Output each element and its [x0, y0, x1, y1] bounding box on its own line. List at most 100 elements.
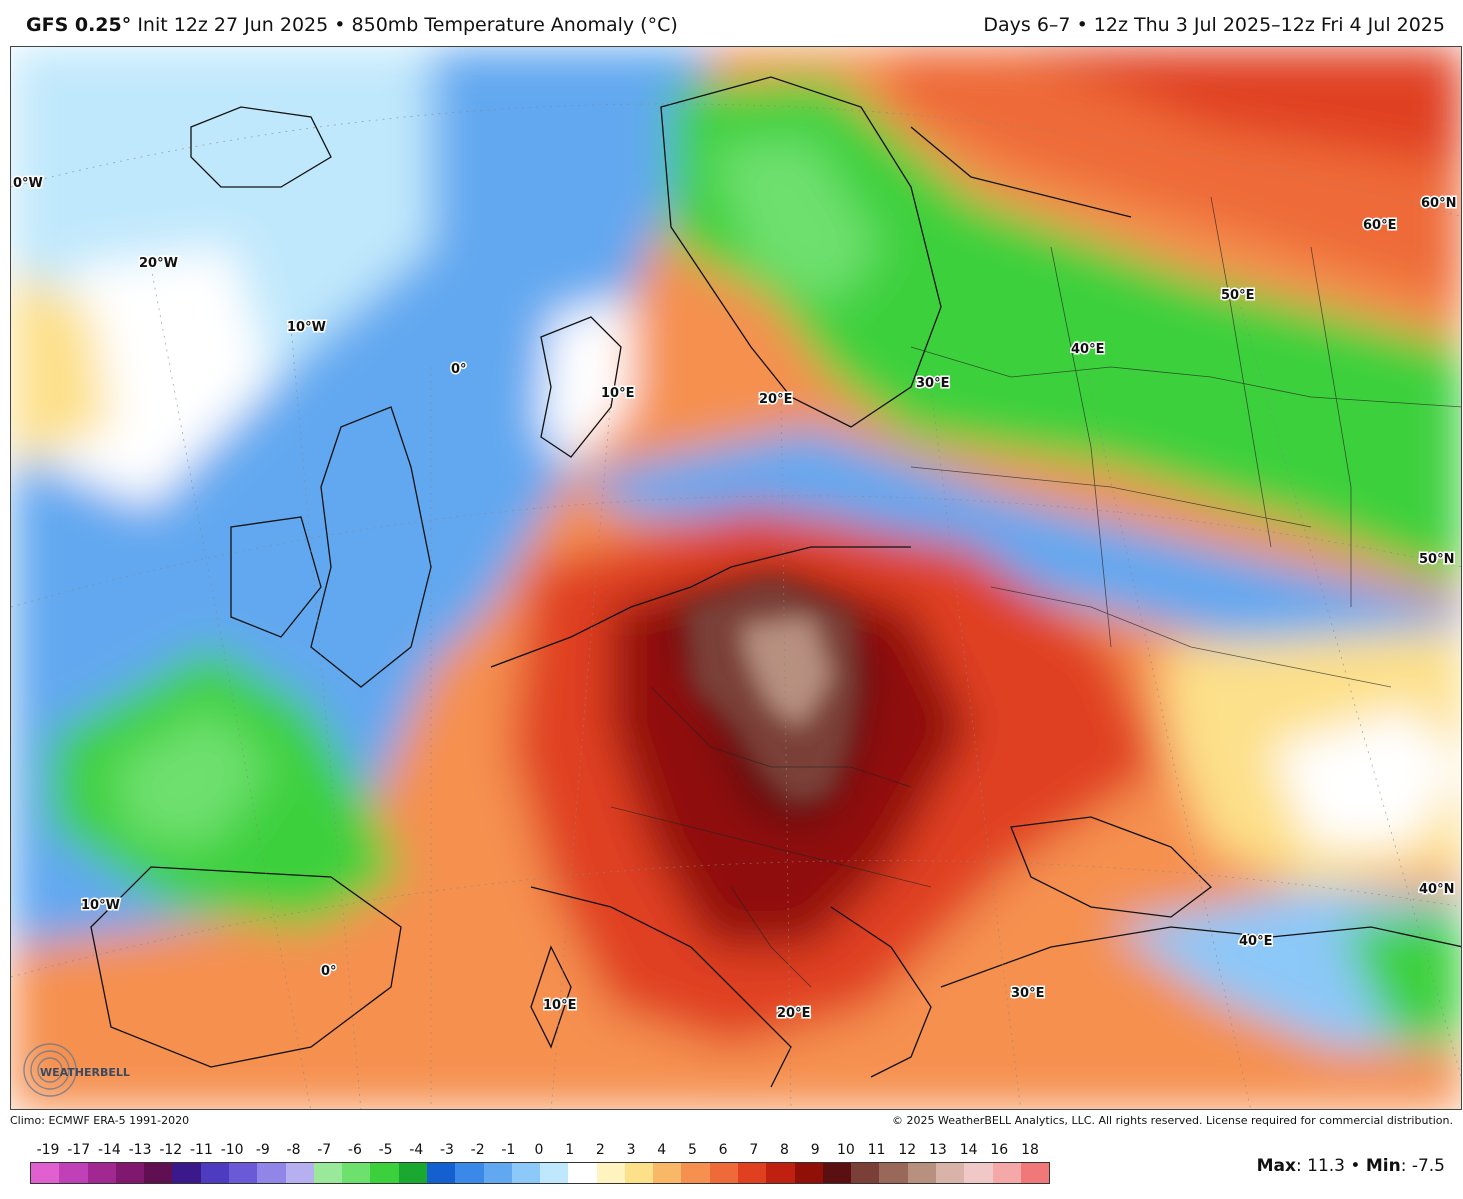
scale-tick-label: -6 — [347, 1142, 362, 1158]
max-value: 11.3 — [1307, 1156, 1345, 1176]
scale-tick-label: 5 — [687, 1142, 697, 1158]
color-bar-segment — [200, 1163, 229, 1183]
color-bar-segment — [87, 1163, 116, 1183]
color-bar-segment — [313, 1163, 343, 1183]
color-bar-segment — [257, 1163, 286, 1183]
climo-credit: Climo: ECMWF ERA-5 1991-2020 — [10, 1114, 190, 1127]
lon-label: 60°E — [1363, 218, 1396, 233]
scale-tick-label: -1 — [501, 1142, 516, 1158]
color-bar-segment — [115, 1163, 145, 1183]
color-bar-segment — [540, 1163, 569, 1183]
scale-tick-label: 18 — [1021, 1142, 1039, 1158]
borders — [610, 196, 1461, 988]
color-bar-segment — [342, 1163, 371, 1183]
lon-label: 20°E — [777, 1006, 810, 1021]
lon-label: 0° — [451, 362, 467, 377]
scale-tick-label: 14 — [959, 1142, 978, 1158]
scale-tick-label: -17 — [67, 1142, 91, 1158]
color-bar-segment — [568, 1163, 597, 1183]
color-bar-segment — [766, 1163, 795, 1183]
coastlines — [90, 76, 1461, 1088]
color-bar-segment — [228, 1163, 258, 1183]
scale-tick-label: 9 — [810, 1142, 820, 1158]
color-bar-segment — [936, 1163, 965, 1183]
lon-label: 0°W — [13, 176, 43, 191]
lon-label: 50°E — [1221, 288, 1254, 303]
scale-tick-label: -2 — [470, 1142, 485, 1158]
min-label: Min — [1365, 1156, 1401, 1176]
init-time: Init 12z 27 Jun 2025 — [137, 14, 329, 36]
lon-label: 20°E — [759, 392, 792, 407]
stats-separator: • — [1350, 1156, 1361, 1176]
color-bar-segment — [144, 1163, 173, 1183]
color-bar-segment — [822, 1163, 852, 1183]
lon-label: 0° — [321, 964, 337, 979]
scale-tick-label: -5 — [378, 1142, 393, 1158]
color-bar-segment — [1020, 1163, 1050, 1183]
color-bar-segment — [59, 1163, 88, 1183]
color-bar-segment — [879, 1163, 908, 1183]
color-bar-segment — [907, 1163, 936, 1183]
map-canvas: 0°W 20°W 10°W 0° 10°E 20°E 30°E 40°E 50°… — [11, 47, 1461, 1109]
map-header: GFS 0.25° Init 12z 27 Jun 2025 • 850mb T… — [0, 0, 1463, 46]
scale-tick-label: -10 — [220, 1142, 244, 1158]
scale-tick-label: -19 — [36, 1142, 60, 1158]
lon-label: 10°W — [287, 320, 326, 335]
color-scale: -19 -17 -14 -13 -12 -11 -10 -9 -8 -7 -6 -5 -4 -3 -2 -1 0… — [30, 1142, 1050, 1192]
header-left: GFS 0.25° Init 12z 27 Jun 2025 • 850mb T… — [26, 14, 678, 36]
scale-tick-label: -4 — [409, 1142, 424, 1158]
header-separator: • — [334, 14, 346, 36]
scale-tick-label: 1 — [565, 1142, 575, 1158]
product-name: 850mb Temperature Anomaly (°C) — [351, 14, 678, 36]
lon-label: 10°E — [543, 998, 576, 1013]
color-bar-segment — [596, 1163, 625, 1183]
color-bar-segment — [398, 1163, 427, 1183]
color-bar-segment — [964, 1163, 993, 1183]
scale-tick-label: -8 — [286, 1142, 301, 1158]
anomaly-field — [11, 47, 1461, 1109]
color-bar-segment — [285, 1163, 314, 1183]
lat-label: 50°N — [1419, 552, 1454, 567]
weatherbell-logo: WEATHERBELL — [23, 1043, 130, 1097]
color-bar-segment — [681, 1163, 710, 1183]
scale-tick-label: 6 — [718, 1142, 728, 1158]
anomaly-peak — [683, 577, 861, 807]
valid-period: Days 6–7 • 12z Thu 3 Jul 2025–12z Fri 4 … — [983, 14, 1445, 36]
color-bar — [30, 1162, 1050, 1184]
lat-label: 60°N — [1421, 196, 1456, 211]
scale-tick-label: -11 — [190, 1142, 213, 1158]
lon-label: 40°E — [1239, 934, 1272, 949]
scale-tick-label: 3 — [626, 1142, 636, 1158]
scale-tick-label: 13 — [929, 1142, 947, 1158]
scale-tick-label: -3 — [439, 1142, 454, 1158]
lon-label: 30°E — [916, 376, 949, 391]
scale-tick-label: 0 — [534, 1142, 544, 1158]
min-value: -7.5 — [1411, 1156, 1445, 1176]
color-bar-segment — [172, 1163, 201, 1183]
color-bar-segment — [624, 1163, 654, 1183]
logo-text: WEATHERBELL — [40, 1066, 130, 1079]
scale-tick-label: 10 — [836, 1142, 855, 1158]
lon-label: 40°E — [1071, 342, 1104, 357]
color-bar-segment — [455, 1163, 484, 1183]
color-bar-segment — [794, 1163, 823, 1183]
grid-labels: 0°W 20°W 10°W 0° 10°E 20°E 30°E 40°E 50°… — [12, 175, 1458, 1023]
color-bar-segment — [738, 1163, 767, 1183]
scale-tick-label: -13 — [128, 1142, 152, 1158]
color-bar-segment — [370, 1163, 399, 1183]
scale-tick-label: -14 — [97, 1142, 121, 1158]
scale-tick-label: -12 — [159, 1142, 183, 1158]
lat-label: 40°N — [1419, 882, 1454, 897]
scale-tick-label: 2 — [595, 1142, 605, 1158]
lon-label: 10°E — [601, 386, 634, 401]
color-bar-segment — [483, 1163, 512, 1183]
copyright-notice: © 2025 WeatherBELL Analytics, LLC. All r… — [892, 1114, 1453, 1127]
scale-tick-label: 7 — [749, 1142, 759, 1158]
scale-tick-label: 4 — [657, 1142, 667, 1158]
anomaly-map: 0°W 20°W 10°W 0° 10°E 20°E 30°E 40°E 50°… — [10, 46, 1462, 1110]
field-stats: Max: 11.3 • Min: -7.5 — [1256, 1156, 1445, 1176]
scale-tick-label: -9 — [255, 1142, 270, 1158]
scale-tick-label: 8 — [780, 1142, 789, 1158]
color-bar-segment — [992, 1163, 1021, 1183]
scale-tick-label: 11 — [867, 1142, 886, 1158]
